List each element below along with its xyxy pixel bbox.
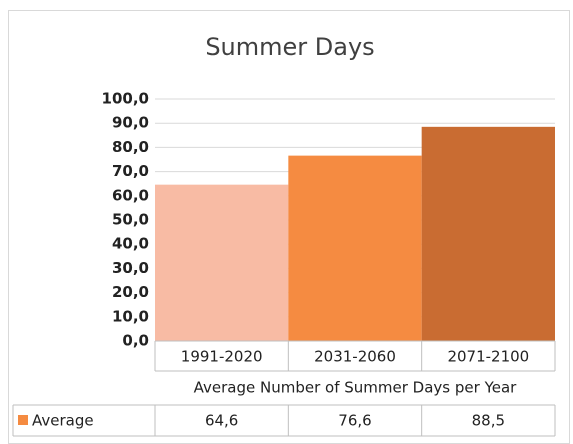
- y-tick-label: 70,0: [112, 162, 149, 180]
- bar: [288, 155, 422, 341]
- y-tick-label: 0,0: [122, 332, 149, 350]
- legend-key: [18, 415, 28, 425]
- legend-label: Average: [32, 412, 94, 430]
- data-label: 88,5: [472, 412, 505, 430]
- y-tick-label: 40,0: [112, 235, 149, 253]
- x-tick-label: 2071-2100: [447, 348, 529, 366]
- bar: [421, 126, 555, 341]
- data-label: 76,6: [338, 412, 371, 430]
- chart-title: Summer Days: [205, 33, 374, 61]
- bar: [155, 184, 289, 341]
- x-tick-label: 1991-2020: [181, 348, 263, 366]
- y-tick-label: 50,0: [112, 211, 149, 229]
- x-axis-title: Average Number of Summer Days per Year: [194, 379, 518, 397]
- y-tick-label: 80,0: [112, 138, 149, 156]
- y-tick-label: 60,0: [112, 186, 149, 204]
- x-tick-label: 2031-2060: [314, 348, 396, 366]
- data-label: 64,6: [205, 412, 238, 430]
- y-tick-label: 10,0: [112, 307, 149, 325]
- y-tick-label: 20,0: [112, 283, 149, 301]
- y-tick-label: 100,0: [102, 90, 149, 108]
- y-tick-label: 30,0: [112, 259, 149, 277]
- y-tick-label: 90,0: [112, 114, 149, 132]
